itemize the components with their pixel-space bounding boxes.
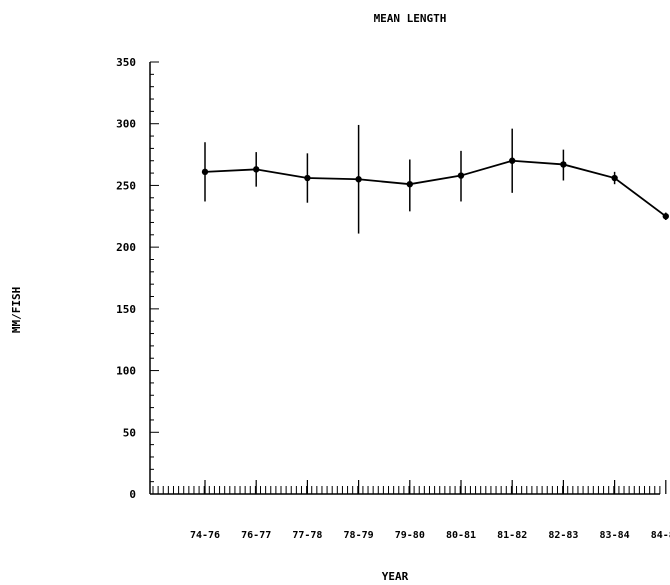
data-point	[304, 174, 311, 182]
y-axis-label: MM/FISH	[10, 287, 23, 333]
y-tick-label: 150	[116, 303, 136, 316]
x-tick-label: 74-76	[190, 530, 220, 541]
x-axis-label: YEAR	[382, 570, 409, 583]
data-point	[560, 161, 567, 168]
chart-title: MEAN LENGTH	[374, 12, 447, 25]
y-tick-label: 350	[116, 56, 136, 69]
data-point	[253, 166, 260, 173]
y-tick-label: 0	[129, 488, 136, 501]
series-line	[204, 159, 667, 218]
x-tick-label: 82-83	[548, 530, 578, 541]
x-tick-label: 81-82	[497, 530, 527, 541]
x-tick-label: 79-80	[395, 530, 425, 541]
x-tick-label: 76-77	[241, 530, 271, 541]
y-tick-label: 50	[123, 426, 136, 439]
data-point	[406, 180, 413, 188]
data-point	[662, 213, 669, 220]
data-point	[509, 157, 516, 164]
y-tick-label: 100	[116, 365, 136, 378]
x-tick-label: 78-79	[344, 530, 374, 541]
x-tick-label: 84-85	[651, 530, 670, 541]
y-tick-label: 300	[116, 118, 136, 131]
data-point	[355, 176, 362, 183]
data-point	[457, 172, 465, 179]
x-tick-label: 83-84	[600, 530, 630, 541]
y-tick-label: 200	[116, 241, 136, 254]
data-point	[201, 168, 209, 176]
x-tick-label: 77-78	[292, 530, 322, 541]
data-marks	[201, 124, 669, 234]
data-point	[611, 174, 618, 182]
y-tick-label: 250	[116, 179, 136, 192]
x-tick-label: 80-81	[446, 530, 476, 541]
axes: 0 50 100 150 200 250 300 350 74-76 76-77 77-78 78-7…	[116, 56, 670, 541]
